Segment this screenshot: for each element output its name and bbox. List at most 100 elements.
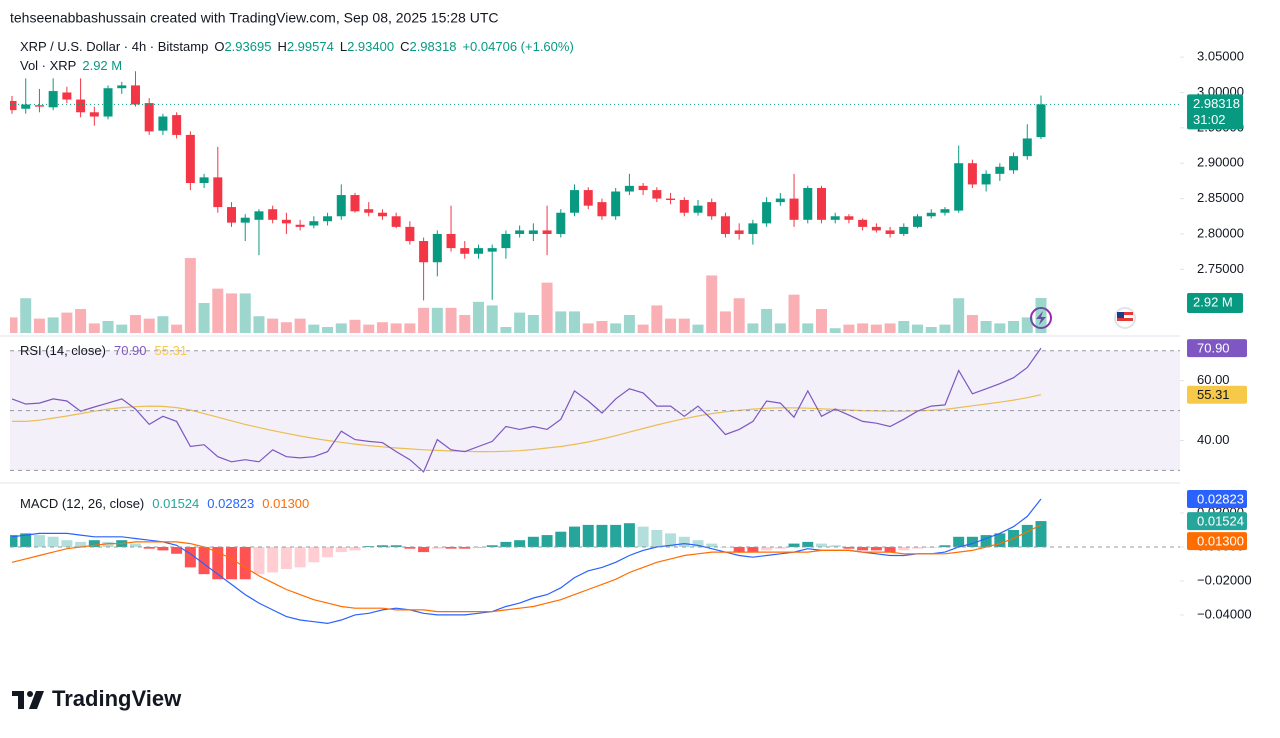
candle-body xyxy=(364,209,374,213)
histogram-bar xyxy=(1035,521,1047,547)
histogram-bar xyxy=(761,546,773,551)
volume-bar xyxy=(733,298,745,333)
candle-body xyxy=(995,166,1005,174)
volume-bar xyxy=(472,301,484,333)
candle-body xyxy=(556,212,566,234)
histogram-bar xyxy=(418,546,430,553)
histogram-bar xyxy=(335,546,347,553)
y-tick-label: −0.02000 xyxy=(1197,572,1252,587)
volume-bar xyxy=(925,327,937,333)
price-tag-text: 0.02823 xyxy=(1197,491,1244,506)
ohlc-value: 2.93695 xyxy=(224,39,271,54)
histogram-bar xyxy=(596,524,608,547)
candle-body xyxy=(377,212,387,217)
volume-bar xyxy=(280,322,292,333)
candle-body xyxy=(336,195,346,217)
candle-body xyxy=(323,216,333,222)
histogram-bar xyxy=(774,546,786,549)
price-tag xyxy=(1187,339,1247,358)
candle-body xyxy=(10,100,17,111)
volume-bar xyxy=(33,318,45,333)
volume-bar xyxy=(500,327,512,333)
candle-body xyxy=(501,233,511,249)
price-tag-text: 0.01300 xyxy=(1197,534,1244,549)
histogram-bar xyxy=(212,546,224,580)
histogram-bar xyxy=(33,535,45,547)
volume-bar xyxy=(761,309,773,333)
volume-bar xyxy=(857,323,869,333)
y-tick-label: −0.04000 xyxy=(1197,606,1252,621)
volume-bar xyxy=(226,293,238,333)
candle-body xyxy=(76,99,86,113)
volume-bar xyxy=(390,323,402,333)
histogram-bar xyxy=(20,533,32,547)
volume-bar xyxy=(88,323,100,333)
y-tick-label: 2.80000 xyxy=(1197,225,1244,240)
logo: TradingView xyxy=(12,686,182,711)
price-tag xyxy=(1187,94,1243,130)
logo-text: TradingView xyxy=(52,686,182,711)
volume-bar xyxy=(308,324,320,333)
volume-bar xyxy=(870,324,882,333)
volume-bar xyxy=(541,282,553,333)
histogram-bar xyxy=(404,546,416,549)
volume-bar xyxy=(47,317,59,333)
histogram-bar xyxy=(706,543,718,547)
logo-icon xyxy=(27,691,33,697)
histogram-bar xyxy=(582,524,594,547)
candle-body xyxy=(172,115,182,135)
legend: RSI (14, close) 70.90 55.31 xyxy=(20,343,187,358)
histogram-bar xyxy=(226,546,238,580)
volume-bar xyxy=(651,305,663,333)
candle-body xyxy=(103,88,113,117)
candle-body xyxy=(720,216,730,234)
candle-body xyxy=(1022,138,1032,157)
histogram-bar xyxy=(10,535,18,547)
histogram-bar xyxy=(102,541,114,547)
histogram-bar xyxy=(47,536,59,547)
candle-body xyxy=(117,85,127,89)
histogram-bar xyxy=(637,526,649,547)
candle-body xyxy=(62,92,72,100)
volume-bar xyxy=(815,309,827,333)
legend-title: XRP / U.S. Dollar · 4h · Bitstamp xyxy=(20,39,208,54)
volume-bar xyxy=(953,298,965,333)
volume-bar xyxy=(445,307,457,333)
candle-body xyxy=(871,226,881,231)
histogram-bar xyxy=(280,546,292,570)
volume-bar xyxy=(939,324,951,333)
candle-body xyxy=(158,116,168,131)
legend: XRP / U.S. Dollar · 4h · Bitstamp O2.9369… xyxy=(20,39,574,54)
candle-body xyxy=(693,205,703,213)
candle-body xyxy=(391,216,401,227)
candle-body xyxy=(611,191,621,217)
candle-body xyxy=(981,173,991,185)
histogram-bar xyxy=(363,546,375,547)
histogram-bar xyxy=(1021,524,1033,547)
volume-bar xyxy=(61,312,73,333)
volume-tag xyxy=(1187,292,1243,313)
candle-body xyxy=(130,85,140,105)
candle-body xyxy=(597,202,607,217)
histogram-bar xyxy=(445,546,457,549)
candle-body xyxy=(638,185,648,191)
histogram-bar xyxy=(294,546,306,568)
candle-body xyxy=(789,198,799,220)
candle-body xyxy=(419,241,429,263)
change-value: +0.04706 (+1.60%) xyxy=(462,39,573,54)
candle-body xyxy=(816,187,826,220)
histogram-bar xyxy=(884,546,896,553)
candle-body xyxy=(295,224,305,227)
candle-body xyxy=(666,198,676,201)
histogram-bar xyxy=(198,546,210,575)
alert-icon xyxy=(1036,311,1046,325)
y-tick-label: 2.85000 xyxy=(1197,190,1244,205)
y-tick-label: 2.90000 xyxy=(1197,155,1244,170)
volume-bar xyxy=(1021,317,1033,333)
candle-body xyxy=(487,248,497,252)
candle-body xyxy=(89,112,99,117)
candle-body xyxy=(405,226,415,242)
price-tag-text: 2.98318 xyxy=(1193,96,1240,111)
